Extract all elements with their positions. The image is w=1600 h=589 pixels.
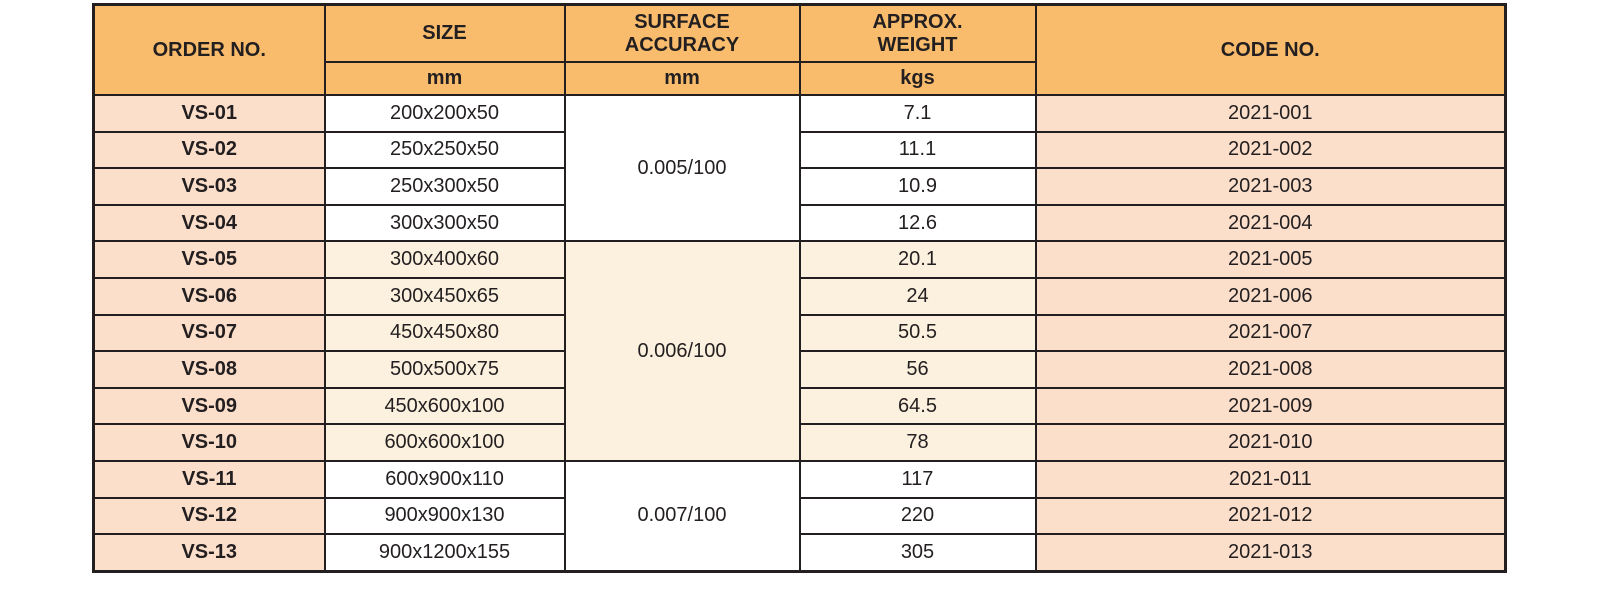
order-no-cell: VS-13 bbox=[92, 533, 326, 573]
size-cell: 300x450x65 bbox=[323, 276, 566, 316]
header-approx-weight-unit: kgs bbox=[798, 61, 1037, 96]
size-cell: 250x250x50 bbox=[323, 130, 566, 170]
weight-cell: 12.6 bbox=[798, 203, 1037, 243]
order-no-cell: VS-10 bbox=[92, 423, 326, 462]
weight-cell: 117 bbox=[798, 459, 1037, 499]
order-no-cell: VS-06 bbox=[92, 276, 326, 316]
code-no-cell: 2021-005 bbox=[1034, 240, 1507, 279]
size-cell: 200x200x50 bbox=[323, 94, 566, 133]
code-no-cell: 2021-008 bbox=[1034, 350, 1507, 389]
code-no-cell: 2021-009 bbox=[1034, 386, 1507, 426]
order-no-cell: VS-09 bbox=[92, 386, 326, 426]
size-cell: 900x900x130 bbox=[323, 496, 566, 536]
weight-cell: 10.9 bbox=[798, 167, 1037, 206]
header-order-no: ORDER NO. bbox=[92, 3, 326, 96]
table-row: VS-06 300x450x65 24 2021-006 bbox=[92, 276, 1507, 316]
code-no-cell: 2021-003 bbox=[1034, 167, 1507, 206]
table-row: VS-08 500x500x75 56 2021-008 bbox=[92, 350, 1507, 389]
size-cell: 450x600x100 bbox=[323, 386, 566, 426]
table-row: VS-05 300x400x60 0.006/100 20.1 2021-005 bbox=[92, 240, 1507, 462]
code-no-cell: 2021-004 bbox=[1034, 203, 1507, 243]
order-no-cell: VS-01 bbox=[92, 94, 326, 133]
table-row: VS-04 300x300x50 12.6 2021-004 bbox=[92, 203, 1507, 243]
weight-cell: 305 bbox=[798, 533, 1037, 573]
order-no-cell: VS-08 bbox=[92, 350, 326, 389]
order-no-cell: VS-11 bbox=[92, 459, 326, 499]
code-no-cell: 2021-013 bbox=[1034, 533, 1507, 573]
size-cell: 600x900x110 bbox=[323, 459, 566, 499]
size-cell: 300x300x50 bbox=[323, 203, 566, 243]
code-no-cell: 2021-006 bbox=[1034, 276, 1507, 316]
weight-cell: 56 bbox=[798, 350, 1037, 389]
size-cell: 450x450x80 bbox=[323, 313, 566, 353]
table-row: VS-11 600x900x110 0.007/100 117 2021-011 bbox=[92, 459, 1507, 573]
table-row: VS-07 450x450x80 50.5 2021-007 bbox=[92, 313, 1507, 353]
order-no-cell: VS-02 bbox=[92, 130, 326, 170]
weight-cell: 11.1 bbox=[798, 130, 1037, 170]
table-row: VS-01 200x200x50 0.005/100 7.1 2021-001 bbox=[92, 93, 1507, 243]
order-no-cell: VS-04 bbox=[92, 203, 326, 243]
code-no-cell: 2021-011 bbox=[1034, 459, 1507, 499]
code-no-cell: 2021-010 bbox=[1034, 423, 1507, 462]
table-row: VS-03 250x300x50 10.9 2021-003 bbox=[92, 167, 1507, 206]
spec-table: ORDER NO. SIZE SURFACE ACCURACY APPROX. … bbox=[92, 3, 1507, 573]
table-row: VS-10 600x600x100 78 2021-010 bbox=[92, 423, 1507, 462]
table-row: VS-02 250x250x50 11.1 2021-002 bbox=[92, 130, 1507, 170]
table-row: VS-13 900x1200x155 305 2021-013 bbox=[92, 533, 1507, 573]
spec-table-container: ORDER NO. SIZE SURFACE ACCURACY APPROX. … bbox=[92, 3, 1507, 573]
surface-accuracy-cell: 0.006/100 bbox=[563, 240, 801, 462]
order-no-cell: VS-03 bbox=[92, 167, 326, 206]
size-cell: 250x300x50 bbox=[323, 167, 566, 206]
weight-cell: 20.1 bbox=[798, 240, 1037, 279]
order-no-cell: VS-07 bbox=[92, 313, 326, 353]
weight-cell: 50.5 bbox=[798, 313, 1037, 353]
surface-accuracy-cell: 0.007/100 bbox=[563, 459, 801, 573]
code-no-cell: 2021-002 bbox=[1034, 130, 1507, 170]
header-surface-accuracy: SURFACE ACCURACY bbox=[563, 3, 801, 63]
weight-cell: 64.5 bbox=[798, 386, 1037, 426]
table-row: VS-09 450x600x100 64.5 2021-009 bbox=[92, 386, 1507, 426]
header-surface-accuracy-unit: mm bbox=[563, 61, 801, 96]
surface-accuracy-cell: 0.005/100 bbox=[563, 93, 801, 243]
size-cell: 900x1200x155 bbox=[323, 533, 566, 573]
code-no-cell: 2021-001 bbox=[1034, 94, 1507, 133]
weight-cell: 24 bbox=[798, 276, 1037, 316]
size-cell: 500x500x75 bbox=[323, 350, 566, 389]
header-size: SIZE bbox=[323, 3, 566, 63]
header-size-unit: mm bbox=[323, 61, 566, 96]
order-no-cell: VS-05 bbox=[92, 240, 326, 279]
order-no-cell: VS-12 bbox=[92, 496, 326, 536]
header-approx-weight: APPROX. WEIGHT bbox=[798, 3, 1037, 63]
size-cell: 300x400x60 bbox=[323, 240, 566, 279]
code-no-cell: 2021-007 bbox=[1034, 313, 1507, 353]
table-body: VS-01 200x200x50 0.005/100 7.1 2021-001 VS-02… bbox=[92, 93, 1507, 573]
weight-cell: 7.1 bbox=[798, 94, 1037, 133]
table-row: VS-12 900x900x130 220 2021-012 bbox=[92, 496, 1507, 536]
header-code-no: CODE NO. bbox=[1034, 3, 1507, 96]
weight-cell: 78 bbox=[798, 423, 1037, 462]
table-header: ORDER NO. SIZE SURFACE ACCURACY APPROX. … bbox=[92, 3, 1507, 96]
size-cell: 600x600x100 bbox=[323, 423, 566, 462]
code-no-cell: 2021-012 bbox=[1034, 496, 1507, 536]
weight-cell: 220 bbox=[798, 496, 1037, 536]
